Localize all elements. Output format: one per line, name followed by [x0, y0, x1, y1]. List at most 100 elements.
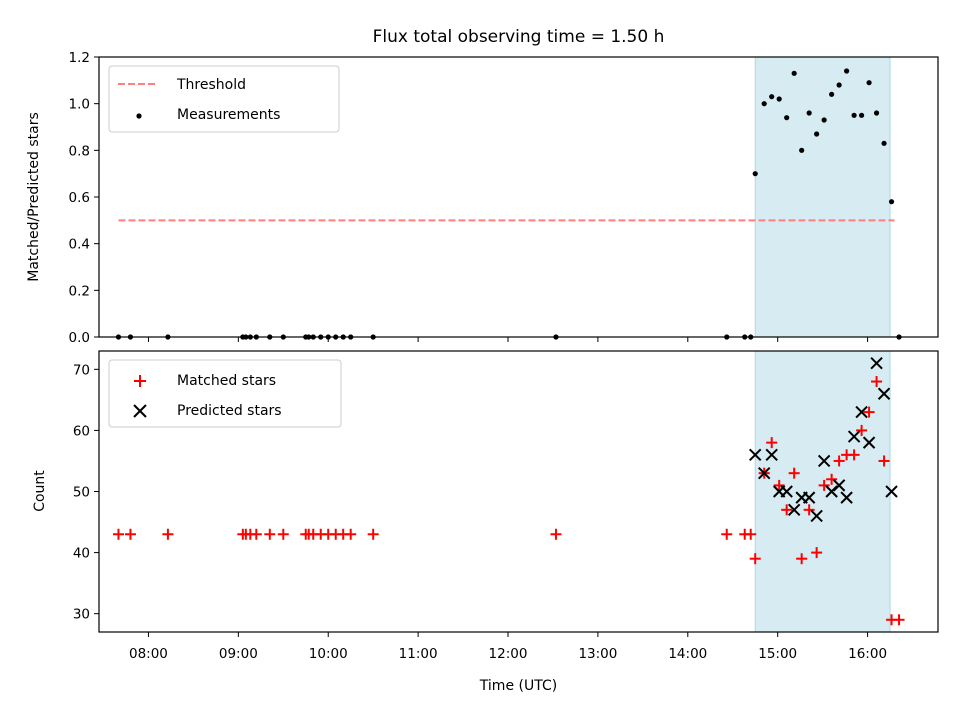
- bottom-x-axis-label: Time (UTC): [479, 678, 557, 694]
- predicted-star-point: [765, 448, 778, 462]
- matched-star-point: [848, 449, 860, 461]
- x-tick-label: 16:00: [848, 646, 887, 662]
- x-tick-label: 15:00: [758, 646, 797, 662]
- matched-star-point: [826, 473, 838, 485]
- matched-star-point: [264, 528, 276, 540]
- measurement-point: [776, 96, 782, 102]
- top-observing-window-span: [754, 56, 891, 338]
- matched-star-point: [749, 553, 761, 565]
- matched-star-point: [345, 528, 357, 540]
- predicted-star-point: [870, 357, 883, 370]
- predicted-star-point: [802, 491, 816, 504]
- matched-star-point: [893, 614, 905, 626]
- legend-label-predicted: Predicted stars: [177, 403, 282, 419]
- x-tick-label: 08:00: [129, 646, 168, 662]
- measurement-point: [784, 115, 790, 121]
- top-y-axis-label: Matched/Predicted stars: [26, 112, 42, 282]
- measurement-point: [858, 112, 865, 118]
- top-y-tick-label: 0.2: [69, 283, 90, 299]
- predicted-star-point: [877, 387, 891, 400]
- measurement-point: [806, 110, 812, 116]
- measurement-point: [821, 117, 827, 123]
- matched-star-point: [766, 437, 778, 449]
- x-tick-label: 14:00: [668, 646, 707, 662]
- measurement-point: [814, 131, 820, 137]
- bottom-observing-window-span: [754, 350, 891, 633]
- matched-star-point: [250, 528, 262, 540]
- predicted-star-point: [847, 430, 861, 443]
- measurement-point: [844, 68, 850, 74]
- predicted-star-point: [862, 436, 876, 449]
- measurement-point: [851, 112, 857, 118]
- matched-star-point: [811, 547, 823, 559]
- predicted-star-point: [885, 485, 898, 498]
- legend-measurement-marker: [136, 113, 142, 119]
- legend-label-threshold: Threshold: [176, 77, 246, 93]
- measurement-point: [866, 80, 872, 86]
- top-legend-box: [108, 65, 340, 133]
- top-y-tick-label: 0.8: [69, 143, 90, 159]
- matched-star-point: [878, 455, 890, 467]
- matched-star-point: [856, 424, 868, 436]
- legend-predicted-marker: [133, 404, 147, 418]
- matched-star-point: [796, 553, 808, 565]
- measurement-point: [791, 70, 797, 76]
- matched-star-point: [871, 376, 883, 388]
- bottom-y-tick-label: 30: [73, 607, 90, 623]
- matched-star-point: [818, 479, 830, 491]
- measurement-point: [769, 94, 775, 100]
- bottom-legend: Matched stars Predicted stars: [108, 359, 342, 428]
- matched-star-point: [833, 455, 845, 467]
- matched-star-point: [277, 528, 289, 540]
- legend-label-matched: Matched stars: [177, 373, 276, 389]
- predicted-star-point: [832, 479, 846, 492]
- matched-star-point: [745, 528, 757, 540]
- bottom-panel: 08:00 09:00 10:00 11:00 12:00 13:00 14:00 15:00…: [32, 350, 939, 694]
- predicted-star-point: [810, 509, 823, 523]
- top-panel: 0.0 0.2 0.4 0.6 0.8 1.0 1.2 Flux total observi…: [26, 27, 939, 346]
- bottom-y-tick-label: 70: [73, 362, 90, 378]
- matched-star-point: [112, 528, 124, 540]
- legend-matched-marker: [134, 375, 146, 387]
- top-y-tick-label: 1.2: [69, 50, 90, 66]
- measurement-point: [881, 140, 887, 146]
- matched-star-point: [788, 467, 800, 479]
- matched-star-point: [162, 528, 174, 540]
- x-tick-label: 13:00: [578, 646, 617, 662]
- top-y-tick-label: 0.0: [69, 330, 90, 346]
- predicted-star-point: [780, 485, 793, 498]
- measurement-point: [752, 171, 758, 177]
- matched-star-point: [721, 528, 733, 540]
- matched-star-point: [367, 528, 379, 540]
- predicted-star-point: [855, 405, 868, 419]
- x-tick-label: 12:00: [489, 646, 528, 662]
- measurement-point: [836, 82, 842, 88]
- bottom-y-tick-label: 50: [73, 485, 90, 501]
- matched-star-point: [781, 504, 793, 516]
- x-tick-label: 09:00: [219, 646, 258, 662]
- bottom-y-axis-label: Count: [32, 470, 48, 512]
- measurement-point: [829, 91, 835, 97]
- top-y-tick-label: 0.6: [69, 190, 90, 206]
- measurement-point: [799, 147, 805, 153]
- x-tick-label: 10:00: [309, 646, 348, 662]
- top-y-tick-label: 0.4: [69, 237, 90, 253]
- legend-label-measurements: Measurements: [177, 107, 280, 123]
- matched-star-point: [863, 406, 875, 418]
- measurement-point: [873, 110, 880, 116]
- bottom-y-tick-label: 60: [73, 423, 90, 439]
- matched-star-point: [550, 528, 562, 540]
- top-chart-title: Flux total observing time = 1.50 h: [373, 27, 665, 47]
- matched-star-point: [773, 479, 785, 491]
- top-legend: Threshold Measurements: [108, 65, 340, 133]
- measurement-point: [761, 101, 767, 107]
- x-tick-label: 11:00: [399, 646, 438, 662]
- top-y-tick-label: 1.0: [69, 97, 90, 113]
- predicted-star-point: [758, 466, 771, 480]
- measurement-point: [888, 199, 895, 205]
- bottom-legend-box: [108, 359, 342, 428]
- predicted-star-point: [787, 503, 801, 517]
- matched-star-point: [124, 528, 136, 540]
- predicted-star-point: [749, 448, 762, 462]
